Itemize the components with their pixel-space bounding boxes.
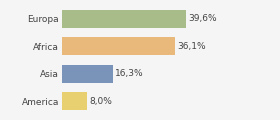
- Text: 16,3%: 16,3%: [115, 69, 144, 78]
- Text: 8,0%: 8,0%: [89, 97, 112, 106]
- Bar: [62, 10, 186, 28]
- Text: 36,1%: 36,1%: [177, 42, 206, 51]
- Bar: [62, 37, 175, 55]
- Bar: [62, 65, 113, 83]
- Text: 39,6%: 39,6%: [188, 14, 217, 23]
- Bar: [62, 92, 87, 110]
